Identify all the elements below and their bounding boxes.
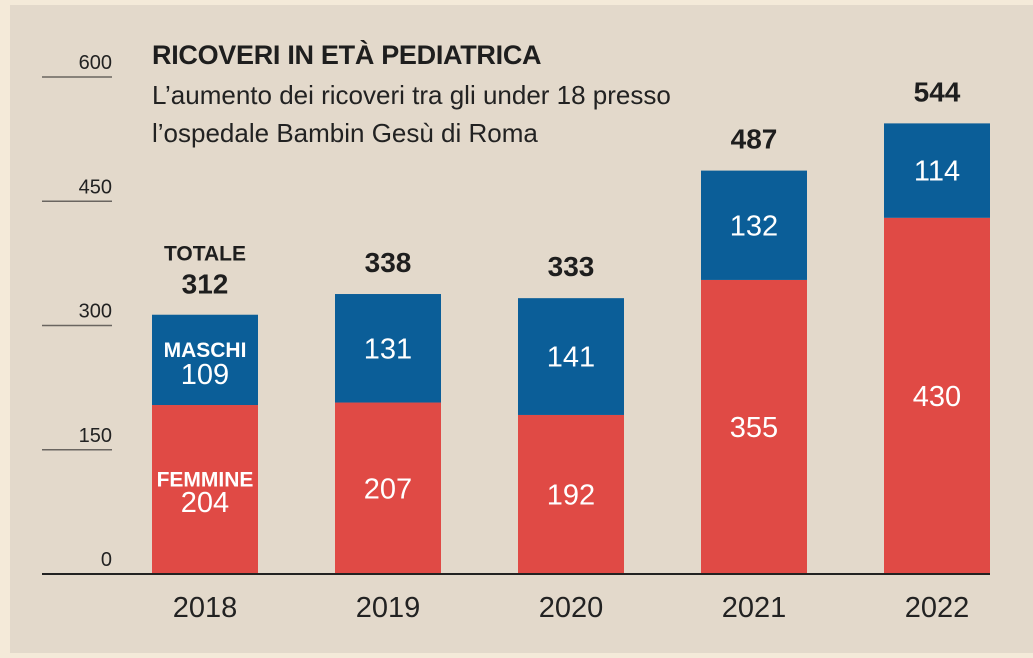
data-label: 132 [730, 210, 778, 242]
bar-maschi [335, 294, 441, 403]
series-label-maschi: MASCHI [164, 339, 247, 362]
data-label: 430 [913, 381, 961, 413]
total-label: 312 [182, 269, 229, 300]
chart-subtitle-line-1: L’aumento dei ricoveri tra gli under 18 … [152, 80, 671, 110]
x-tick-label: 2018 [173, 592, 238, 624]
bar-maschi [152, 314, 258, 406]
data-label: 114 [914, 156, 960, 188]
x-tick-label: 2019 [356, 592, 421, 624]
bar-femmine [701, 279, 807, 574]
bar-femmine [884, 217, 990, 575]
chart-subtitle-line-2: l’ospedale Bambin Gesù di Roma [152, 118, 538, 148]
y-tick-label: 600 [79, 52, 112, 74]
bar-maschi [884, 123, 990, 218]
total-label: 338 [365, 247, 412, 278]
total-label: 544 [914, 76, 961, 107]
data-label: 141 [547, 342, 595, 374]
data-label: 192 [547, 479, 595, 511]
bar-maschi [701, 170, 807, 280]
y-tick-label: 300 [79, 301, 112, 323]
total-label: 333 [548, 251, 595, 282]
x-tick-label: 2022 [905, 592, 970, 624]
y-tick-label: 150 [79, 425, 112, 447]
x-tick-label: 2021 [722, 592, 787, 624]
data-label: 355 [730, 412, 778, 444]
totals-caption: TOTALE [164, 243, 246, 266]
bar-femmine [335, 402, 441, 574]
data-label: 109 [181, 359, 229, 391]
data-label: 131 [364, 333, 412, 365]
chart-title: RICOVERI IN ETÀ PEDIATRICA [152, 40, 542, 70]
y-tick-label: 0 [101, 549, 112, 571]
total-label: 487 [731, 124, 778, 155]
bar-femmine [518, 414, 624, 574]
data-label: 207 [364, 473, 412, 505]
x-tick-label: 2020 [539, 592, 604, 624]
bar-maschi [518, 298, 624, 415]
series-label-femmine: FEMMINE [157, 469, 254, 492]
y-tick-label: 450 [79, 176, 112, 198]
bar-femmine [152, 405, 258, 574]
data-label: 204 [181, 487, 229, 519]
